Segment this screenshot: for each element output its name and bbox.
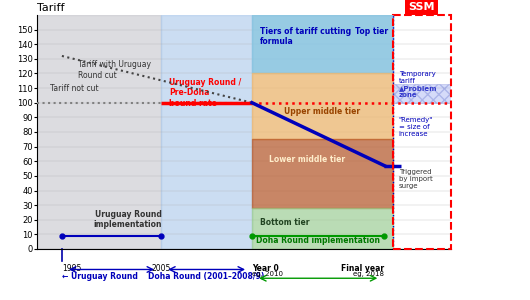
Text: Tariff not cut: Tariff not cut	[49, 83, 98, 92]
Text: eg, 2018: eg, 2018	[354, 271, 384, 277]
Text: Uruguay Round
implementation: Uruguay Round implementation	[94, 210, 162, 230]
Text: ▲Problem
zone: ▲Problem zone	[399, 85, 437, 98]
Text: Year 0: Year 0	[252, 264, 279, 273]
Text: 2005: 2005	[152, 264, 171, 273]
Text: ← Uruguay Round: ← Uruguay Round	[62, 272, 138, 281]
Text: Lower middle tier: Lower middle tier	[269, 155, 344, 164]
Text: Final year: Final year	[341, 264, 384, 273]
Text: Top tier: Top tier	[356, 27, 388, 36]
Text: eg, 2010: eg, 2010	[252, 271, 283, 277]
Text: Doha Round implementation: Doha Round implementation	[256, 236, 380, 245]
Bar	[161, 15, 252, 249]
Bar	[37, 15, 161, 249]
Text: Tariff with Uruguay
Round cut: Tariff with Uruguay Round cut	[78, 60, 152, 80]
Bar	[393, 15, 450, 249]
Text: "Remedy"
= size of
increase: "Remedy" = size of increase	[399, 117, 433, 137]
Text: SSM: SSM	[408, 2, 435, 12]
Text: Doha Round (2001–2008/9): Doha Round (2001–2008/9)	[148, 272, 265, 281]
Text: Tiers of tariff cutting
formula: Tiers of tariff cutting formula	[260, 27, 351, 46]
Text: Triggered
by import
surge: Triggered by import surge	[399, 169, 432, 189]
Bar	[252, 15, 393, 249]
Text: Upper middle tier: Upper middle tier	[284, 107, 360, 116]
Text: 1995: 1995	[62, 264, 81, 273]
Text: Tariff: Tariff	[37, 3, 65, 13]
Text: Temporary
tariff: Temporary tariff	[399, 70, 436, 84]
Text: Bottom tier: Bottom tier	[260, 218, 310, 227]
Text: Uruguay Round /
Pre-Doha
bound rate: Uruguay Round / Pre-Doha bound rate	[170, 78, 242, 108]
